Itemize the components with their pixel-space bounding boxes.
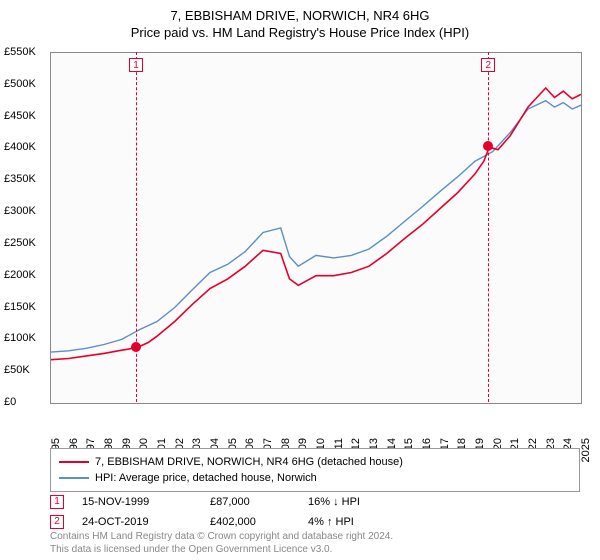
line-series-svg <box>51 53 581 403</box>
sale-price: £402,000 <box>210 516 290 528</box>
sale-data-row: 1 15-NOV-1999 £87,000 16% ↓ HPI <box>50 492 580 512</box>
y-tick-label: £250K <box>4 237 36 249</box>
footer: Contains HM Land Registry data © Crown c… <box>50 530 393 556</box>
y-tick-label: £150K <box>4 301 36 313</box>
legend-swatch <box>59 461 89 463</box>
sale-dot <box>131 342 141 352</box>
sale-marker-box: 1 <box>129 58 143 72</box>
sale-vline <box>488 52 489 402</box>
y-tick-label: £500K <box>4 78 36 90</box>
y-tick-label: £300K <box>4 205 36 217</box>
sale-marker-box: 2 <box>481 58 495 72</box>
legend-label: 7, EBBISHAM DRIVE, NORWICH, NR4 6HG (det… <box>95 456 403 468</box>
sale-data-row: 2 24-OCT-2019 £402,000 4% ↑ HPI <box>50 512 580 532</box>
y-tick-label: £400K <box>4 141 36 153</box>
sale-price: £87,000 <box>210 496 290 508</box>
chart-plot-area <box>50 52 582 404</box>
y-tick-label: £450K <box>4 110 36 122</box>
sale-diff: 4% ↑ HPI <box>308 516 354 528</box>
legend: 7, EBBISHAM DRIVE, NORWICH, NR4 6HG (det… <box>50 448 580 492</box>
sale-date: 24-OCT-2019 <box>82 516 192 528</box>
footer-line2: This data is licensed under the Open Gov… <box>50 543 393 556</box>
y-tick-label: £200K <box>4 269 36 281</box>
y-tick-label: £50K <box>4 364 30 376</box>
sale-row-marker: 2 <box>50 515 64 529</box>
footer-line1: Contains HM Land Registry data © Crown c… <box>50 530 393 543</box>
property-line <box>51 88 581 360</box>
y-tick-label: £350K <box>4 173 36 185</box>
title-block: 7, EBBISHAM DRIVE, NORWICH, NR4 6HG Pric… <box>0 0 600 40</box>
sale-data-rows: 1 15-NOV-1999 £87,000 16% ↓ HPI 2 24-OCT-2019… <box>50 492 580 532</box>
sale-dot <box>483 141 493 151</box>
sale-diff: 16% ↓ HPI <box>308 496 360 508</box>
legend-swatch <box>59 477 89 479</box>
sale-date: 15-NOV-1999 <box>82 496 192 508</box>
legend-row: 7, EBBISHAM DRIVE, NORWICH, NR4 6HG (det… <box>59 454 571 470</box>
y-tick-label: £550K <box>4 46 36 58</box>
title-sub: Price paid vs. HM Land Registry's House … <box>0 25 600 40</box>
title-main: 7, EBBISHAM DRIVE, NORWICH, NR4 6HG <box>0 8 600 23</box>
legend-label: HPI: Average price, detached house, Norw… <box>95 472 317 484</box>
legend-row: HPI: Average price, detached house, Norw… <box>59 470 571 486</box>
hpi-line <box>51 101 581 352</box>
sale-row-marker: 1 <box>50 495 64 509</box>
y-tick-label: £100K <box>4 332 36 344</box>
y-tick-label: £0 <box>4 396 16 408</box>
